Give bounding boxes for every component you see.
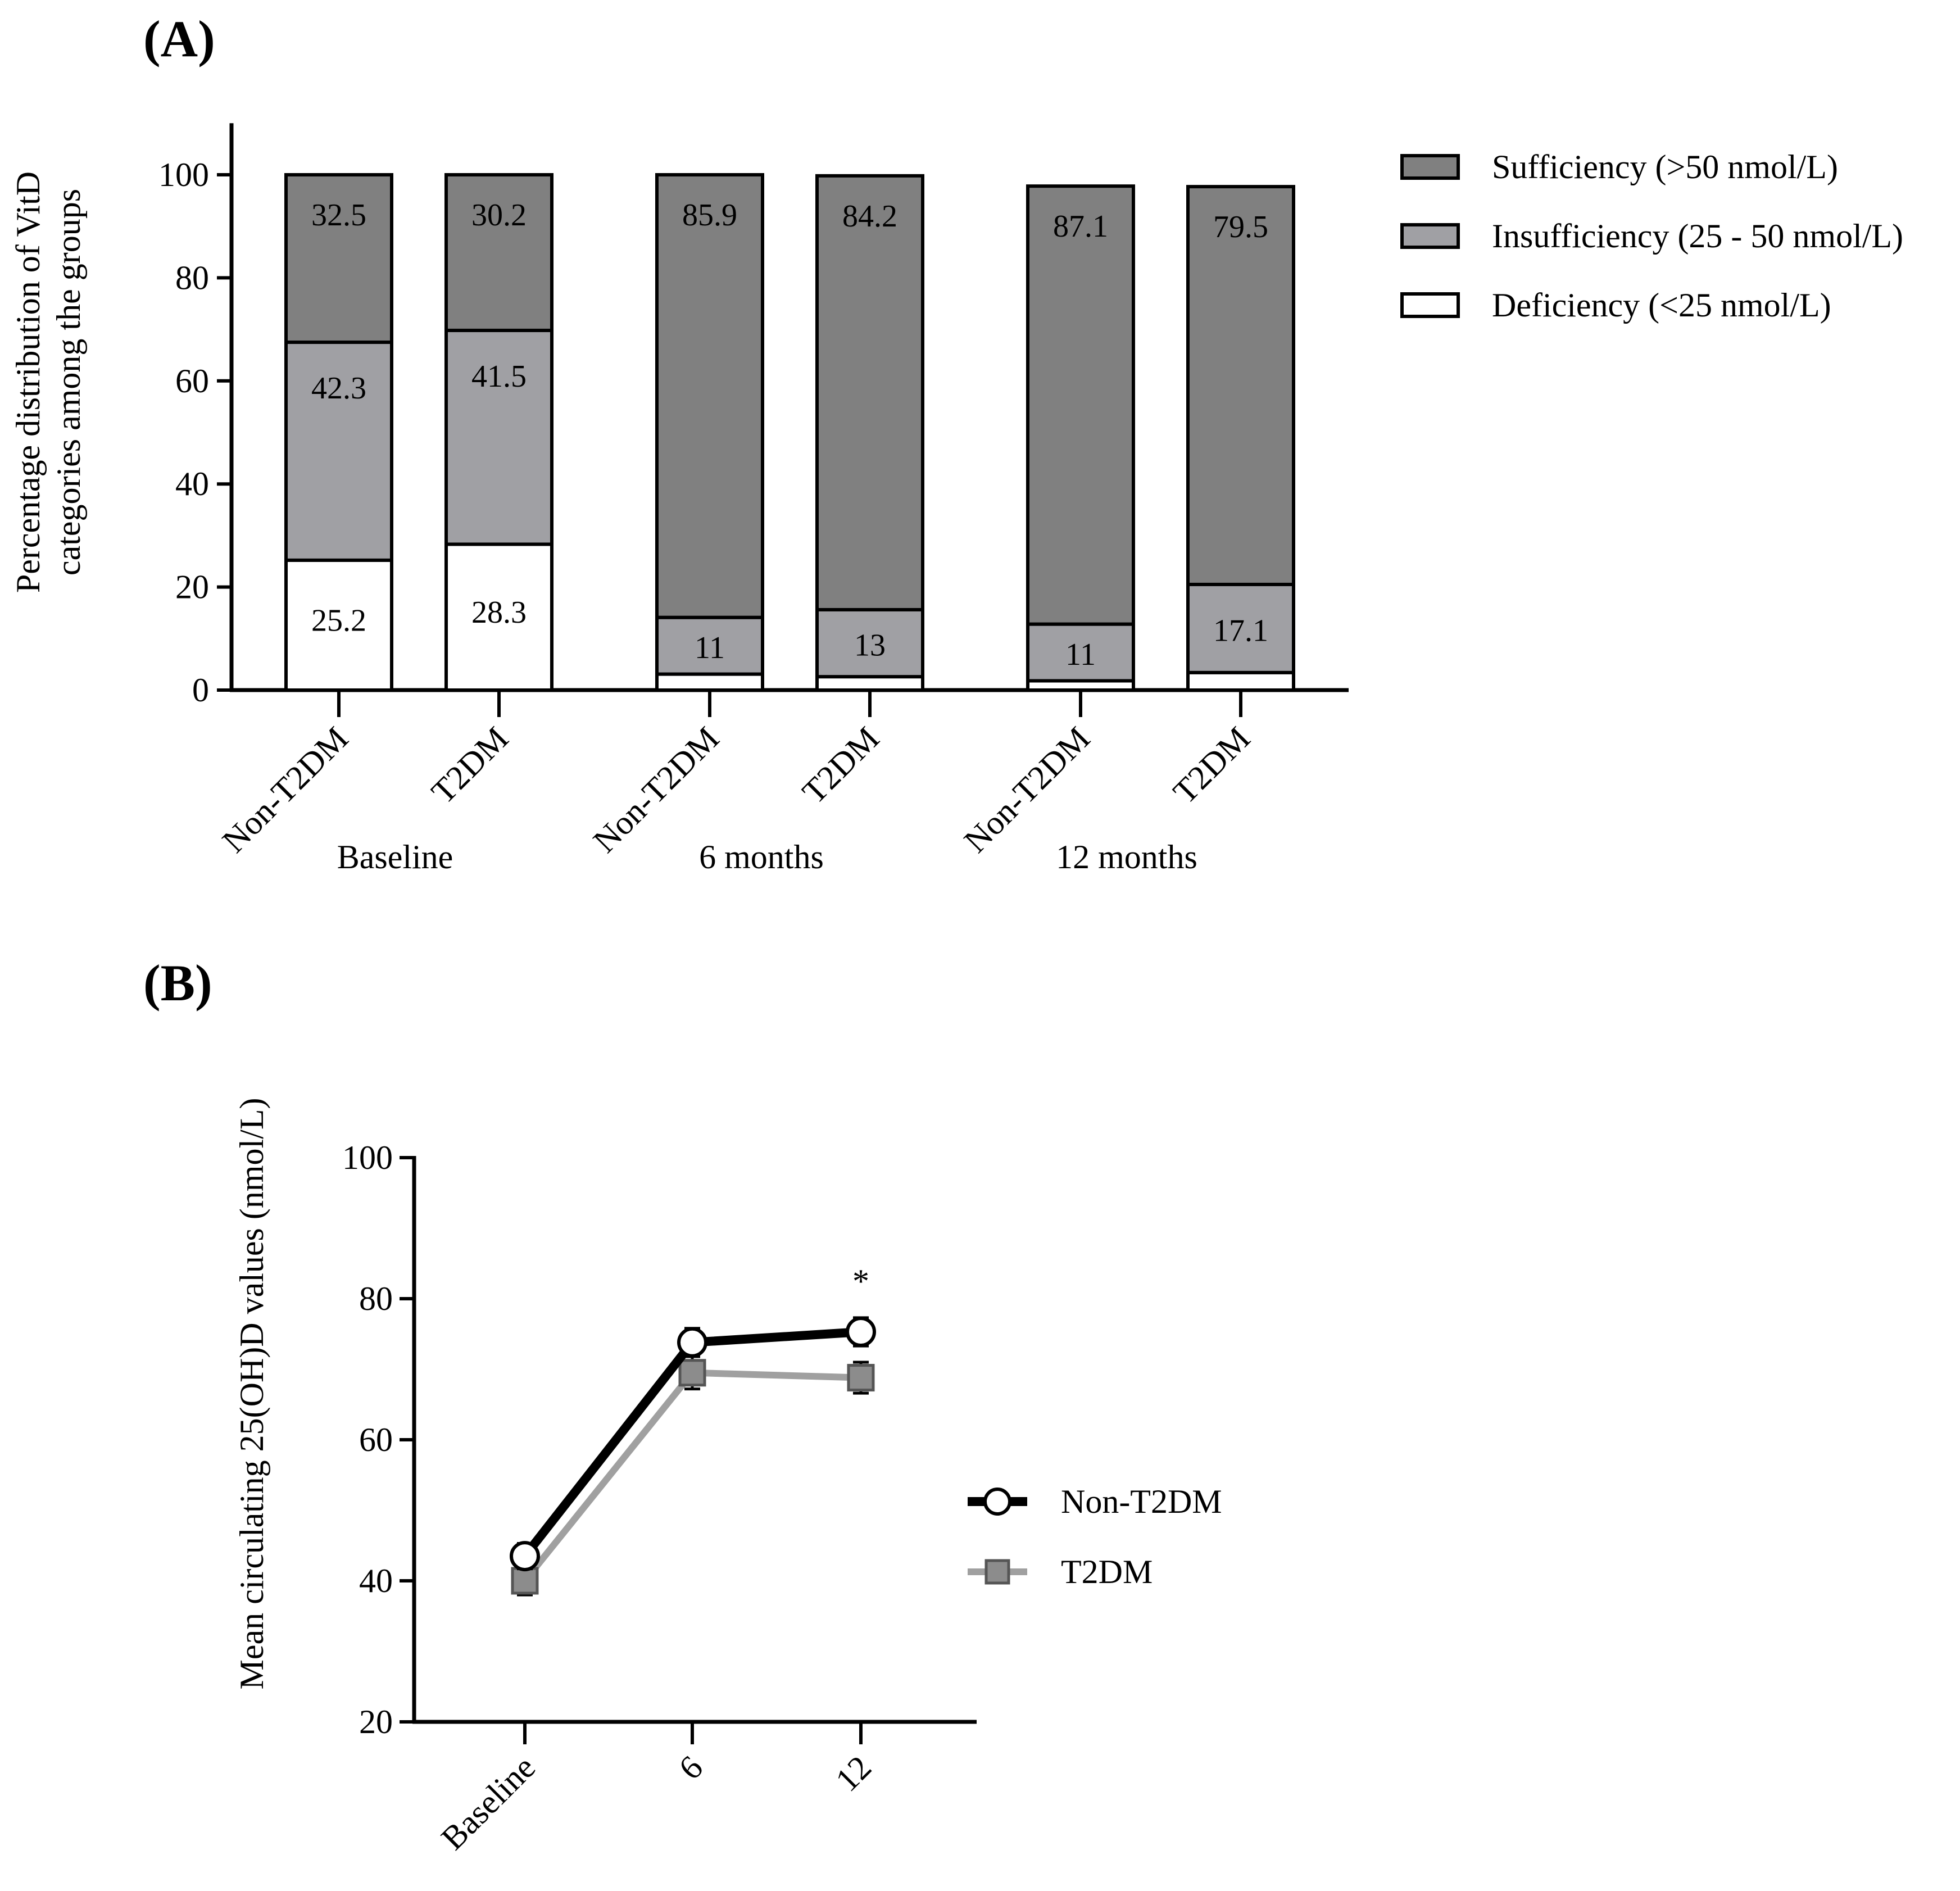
panel-b-label: (B) (143, 954, 212, 1012)
bar-value-label: 32.5 (311, 198, 366, 233)
bar-segment-sufficiency (284, 173, 393, 344)
data-point (846, 1316, 876, 1347)
bar-segment-insufficiency (815, 607, 924, 679)
significance-marker: * (852, 1263, 869, 1300)
y-tick-label: 60 (359, 1421, 393, 1458)
y-axis-title-line: categories among the groups (50, 189, 87, 575)
bar-value-label: 11 (695, 631, 725, 665)
panel-b-axes: 20 40 60 80 100 Baseline 6 12 (342, 1139, 977, 1857)
bar-value-label: 41.5 (471, 359, 527, 394)
bar-segment-deficiency (444, 542, 553, 692)
data-point (847, 1364, 875, 1392)
bar-segment-insufficiency (444, 328, 553, 546)
panel-a-legend: Sufficiency (>50 nmol/L) Insufficiency (2… (1400, 148, 1903, 324)
bar-value-label: 42.3 (311, 371, 366, 406)
panel-b-series: * (510, 1263, 876, 1597)
y-tick-label: 20 (175, 569, 209, 606)
bar-value-label: 87.1 (1053, 209, 1108, 244)
x-tick-label: 6 (672, 1749, 710, 1787)
y-axis-title: Percentage distribution of VitD categorie… (10, 171, 87, 593)
data-point (677, 1327, 707, 1358)
bar-value-label: 79.5 (1213, 210, 1268, 244)
bar-value-label: 13 (854, 628, 886, 663)
bar-segment-sufficiency (655, 173, 764, 619)
x-category-label: Non-T2DM (215, 720, 355, 860)
bar-segment-deficiency (815, 675, 924, 692)
series-line (522, 1369, 861, 1583)
legend-label: Sufficiency (>50 nmol/L) (1492, 148, 1838, 185)
legend-marker (984, 1559, 1010, 1585)
x-group-label: 6 months (699, 838, 824, 876)
bar-value-label: 85.9 (682, 198, 737, 233)
y-tick-label: 0 (192, 672, 209, 709)
bar-value-label: 28.3 (471, 595, 527, 630)
y-tick-label: 20 (359, 1703, 393, 1740)
series-non-t2dm (510, 1316, 876, 1572)
legend-label: Deficiency (<25 nmol/L) (1492, 287, 1831, 324)
y-tick-label: 40 (359, 1562, 393, 1599)
y-tick-label: 100 (158, 156, 209, 193)
y-axis-title-line: Percentage distribution of VitD (10, 171, 47, 593)
x-category-label: T2DM (1166, 720, 1257, 811)
bar-segment-deficiency (284, 558, 393, 692)
data-point (511, 1567, 539, 1595)
x-group-label: Baseline (337, 838, 453, 876)
x-tick-label: Baseline (434, 1749, 542, 1857)
legend-label: T2DM (1061, 1553, 1153, 1590)
panel-b-legend: Non-T2DM T2DM (968, 1483, 1222, 1590)
bar-segment-insufficiency (284, 341, 393, 562)
y-tick-label: 100 (342, 1139, 393, 1176)
series-t2dm (511, 1355, 875, 1597)
y-tick-label: 80 (175, 259, 209, 296)
legend-marker (983, 1488, 1011, 1516)
panel-a-label: (A) (143, 10, 215, 67)
legend-label: Non-T2DM (1061, 1483, 1222, 1520)
bar-segment-sufficiency (1026, 184, 1135, 626)
bar-segment-deficiency (1186, 670, 1295, 692)
bar-segment-sufficiency (815, 174, 924, 611)
panel-a-bar-chart: (A) Percentage distribution of VitD categ… (10, 10, 1903, 876)
panel-a-y-axis-title: Percentage distribution of VitD categorie… (10, 171, 87, 593)
bar-value-label: 11 (1065, 637, 1096, 672)
data-point (510, 1541, 540, 1572)
panel-a-bars: 25.2 42.3 32.5 28.3 41.5 30.2 11 85.9 13 84.2 11 87… (284, 173, 1295, 692)
legend-swatch (1400, 154, 1460, 180)
x-group-label: 12 months (1056, 838, 1197, 876)
panel-b-line-chart: (B) Mean circulating 25(OH)D values (nmo… (143, 954, 1222, 1857)
bar-segment-sufficiency (1186, 185, 1295, 587)
bar-segment-sufficiency (444, 173, 553, 332)
bar-segment-insufficiency (1186, 583, 1295, 674)
y-tick-label: 60 (175, 362, 209, 400)
y-axis-title: Mean circulating 25(OH)D values (nmol/L) (233, 1098, 270, 1689)
bar-value-label: 84.2 (842, 199, 897, 234)
data-point (678, 1359, 706, 1387)
x-tick-label: 12 (828, 1749, 878, 1799)
x-category-label: T2DM (795, 720, 886, 811)
legend-label: Insufficiency (25 - 50 nmol/L) (1492, 217, 1903, 255)
legend-swatch (1400, 223, 1460, 249)
y-tick-label: 40 (175, 465, 209, 502)
x-category-label: T2DM (424, 720, 515, 811)
legend-swatch (1400, 292, 1460, 318)
bar-value-label: 30.2 (471, 198, 527, 233)
bar-value-label: 25.2 (311, 603, 366, 638)
bar-value-label: 17.1 (1213, 613, 1268, 648)
panel-b-y-axis-title: Mean circulating 25(OH)D values (nmol/L) (233, 1098, 270, 1689)
bar-segment-deficiency (655, 672, 764, 692)
y-tick-label: 80 (359, 1280, 393, 1317)
